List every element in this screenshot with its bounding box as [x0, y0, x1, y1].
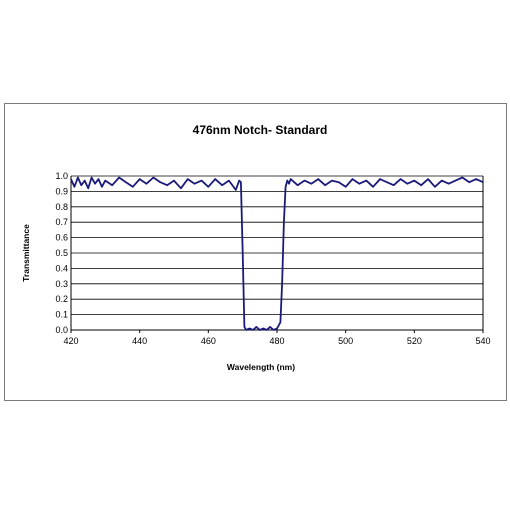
y-tick-labels: 0.0 0.1 0.2 0.3 0.4 0.5 0.6 0.7 0.8 0.9 1.0	[55, 171, 68, 335]
series-line-0	[70, 176, 484, 331]
x-tick-label: 460	[201, 336, 216, 346]
gridlines	[70, 175, 484, 333]
y-tick-label: 1.0	[55, 171, 68, 181]
x-tick-label: 440	[132, 336, 147, 346]
y-tick-label: 0.3	[55, 279, 68, 289]
x-tick-label: 540	[475, 336, 490, 346]
transmittance-chart: 476nm Notch- Standard 0.0 0.1 0.2 0.3 0.4 0.5…	[21, 123, 491, 372]
chart-frame: 476nm Notch- Standard 0.0 0.1 0.2 0.3 0.4 0.5…	[4, 103, 507, 401]
series-layer	[70, 176, 484, 331]
x-tick-label: 520	[407, 336, 422, 346]
x-tick-label: 500	[338, 336, 353, 346]
y-tick-label: 0.0	[55, 325, 68, 335]
x-axis-label: Wavelength (nm)	[227, 362, 295, 372]
y-tick-label: 0.4	[55, 263, 68, 273]
y-tick-label: 0.1	[55, 310, 68, 320]
y-axis-label: Transmittance	[21, 224, 31, 282]
x-tick-labels: 420 440 460 480 500 520 540	[63, 336, 490, 346]
x-tick-label: 480	[269, 336, 284, 346]
y-tick-label: 0.8	[55, 202, 68, 212]
x-tick-label: 420	[63, 336, 78, 346]
chart-title: 476nm Notch- Standard	[193, 123, 328, 137]
y-tick-label: 0.7	[55, 217, 68, 227]
y-tick-label: 0.6	[55, 233, 68, 243]
y-tick-label: 0.9	[55, 186, 68, 196]
y-tick-label: 0.5	[55, 248, 68, 258]
y-tick-label: 0.2	[55, 294, 68, 304]
